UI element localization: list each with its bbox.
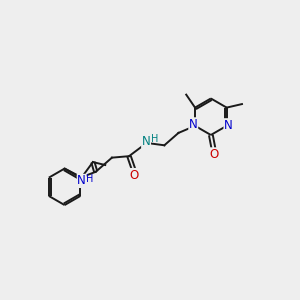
Text: N: N <box>189 118 198 131</box>
Text: N: N <box>77 174 86 188</box>
Text: N: N <box>224 119 233 132</box>
Text: N: N <box>142 135 151 148</box>
Text: H: H <box>85 174 93 184</box>
Text: O: O <box>130 169 139 182</box>
Text: O: O <box>209 148 218 161</box>
Text: H: H <box>151 134 158 143</box>
